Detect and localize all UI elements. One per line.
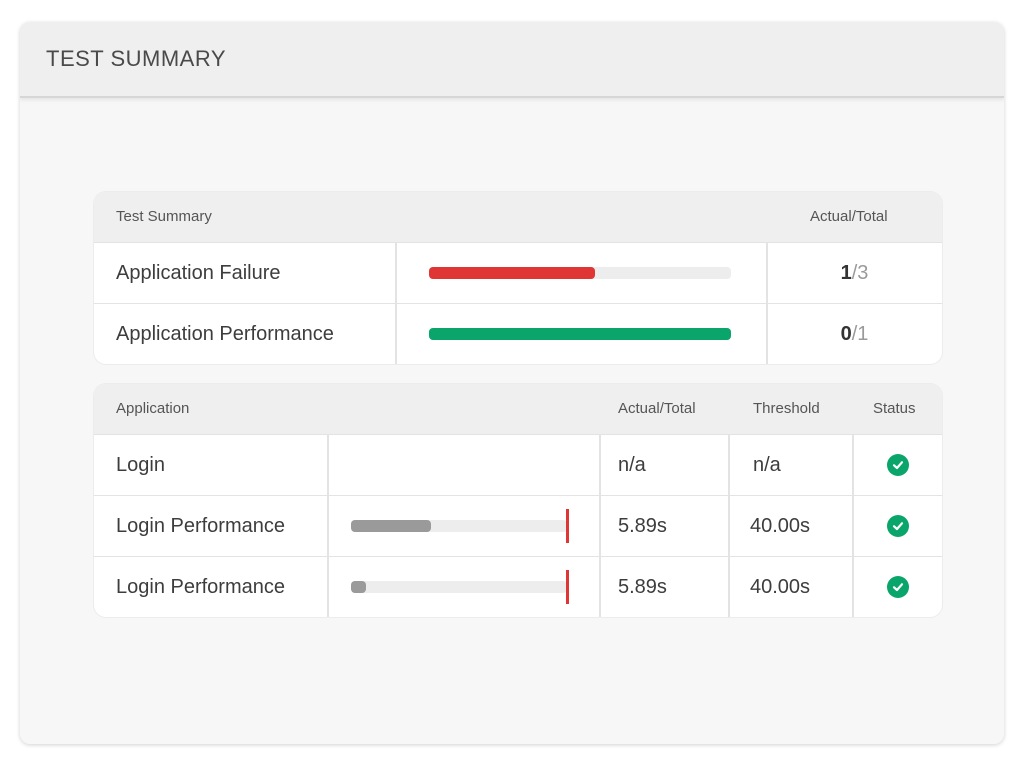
- failure-progress-bar: [429, 267, 731, 279]
- ratio-actual: 0: [840, 322, 852, 345]
- application-table: Application Actual/Total Threshold Statu…: [94, 384, 942, 617]
- table-row: Login Performance 5.89s 40.00s: [94, 495, 942, 556]
- test-summary-header: Test Summary Actual/Total: [94, 192, 942, 242]
- threshold-value: 40.00s: [750, 575, 811, 598]
- duration-bar: [351, 520, 567, 532]
- duration-bar-fill: [351, 520, 431, 532]
- table-row: Application Failure 1/3: [94, 242, 942, 303]
- failure-progress-fill: [429, 267, 596, 279]
- performance-progress-bar: [429, 328, 731, 340]
- header-actual-total: Actual/Total: [618, 400, 696, 417]
- application-name: Login Performance: [116, 514, 285, 537]
- check-circle-icon: [887, 515, 909, 537]
- table-row: Login n/a n/a: [94, 434, 942, 495]
- actual-value: n/a: [618, 453, 646, 476]
- duration-bar-fill: [351, 581, 367, 593]
- ratio-total: 1: [857, 322, 869, 345]
- header-test-summary: Test Summary: [116, 208, 212, 225]
- threshold-value: n/a: [753, 453, 781, 476]
- duration-bar: [351, 581, 567, 593]
- check-circle-icon: [887, 576, 909, 598]
- threshold-marker: [566, 509, 569, 543]
- ratio-total: 3: [857, 261, 869, 284]
- header-status: Status: [873, 400, 916, 417]
- threshold-value: 40.00s: [750, 514, 811, 537]
- test-summary-table: Test Summary Actual/Total Application Fa…: [94, 192, 942, 364]
- ratio-separator: /: [851, 322, 858, 345]
- check-circle-icon: [887, 454, 909, 476]
- row-name: Application Performance: [116, 322, 334, 345]
- performance-progress-fill: [429, 328, 731, 340]
- ratio-value: 1/3: [767, 243, 942, 303]
- actual-value: 5.89s: [618, 514, 667, 537]
- ratio-separator: /: [851, 261, 858, 284]
- table-row: Application Performance 0/1: [94, 303, 942, 364]
- header-threshold: Threshold: [753, 400, 820, 417]
- header-actual-total: Actual/Total: [810, 208, 888, 225]
- table-row: Login Performance 5.89s 40.00s: [94, 556, 942, 617]
- header-application: Application: [116, 400, 190, 417]
- application-name: Login Performance: [116, 575, 285, 598]
- application-header: Application Actual/Total Threshold Statu…: [94, 384, 942, 434]
- row-name: Application Failure: [116, 261, 281, 284]
- threshold-marker: [566, 570, 569, 604]
- window-title: TEST SUMMARY: [46, 46, 226, 71]
- ratio-value: 0/1: [767, 304, 942, 364]
- actual-value: 5.89s: [618, 575, 667, 598]
- window-header: TEST SUMMARY: [20, 22, 1004, 98]
- application-name: Login: [116, 453, 165, 476]
- test-summary-window: TEST SUMMARY Test Summary Actual/Total A…: [20, 22, 1004, 744]
- ratio-actual: 1: [840, 261, 852, 284]
